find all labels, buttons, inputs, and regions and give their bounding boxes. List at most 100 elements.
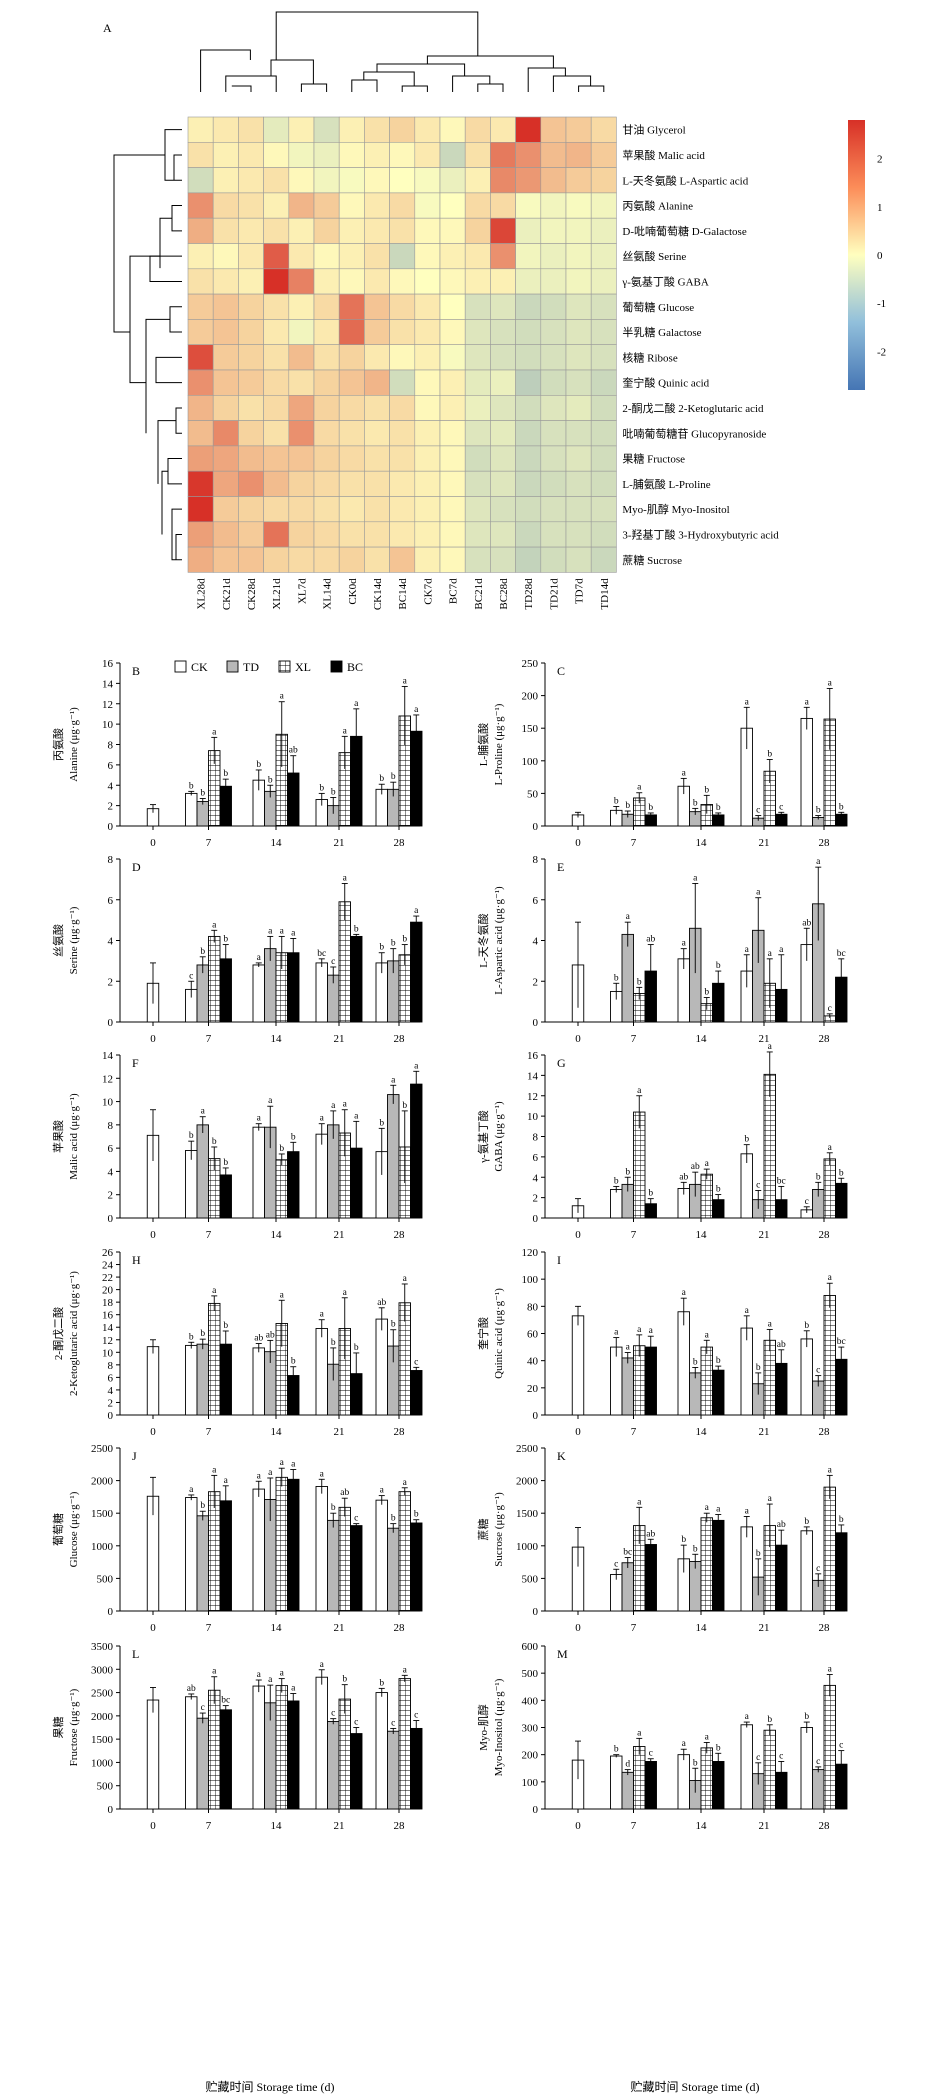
- heatmap-cell: [238, 546, 264, 573]
- bar: [375, 1318, 388, 1416]
- x-tick-label: 14: [696, 1820, 708, 1832]
- heatmap-cell: [288, 217, 315, 244]
- heatmap-cell: [464, 369, 491, 396]
- column-dendrogram-branch: [376, 63, 466, 76]
- column-dendrogram-branch: [200, 49, 251, 92]
- bar: [740, 1327, 753, 1416]
- significance-letter: bc: [317, 949, 326, 959]
- significance-letter: a: [705, 1159, 710, 1169]
- heatmap-cell: [263, 192, 290, 219]
- x-tick-label: 21: [334, 1622, 345, 1634]
- heatmap-row-label: Myo-肌醇 Myo-Inositol: [622, 502, 729, 516]
- y-tick-label: 6: [533, 1152, 539, 1164]
- heatmap-cell: [464, 445, 491, 472]
- column-dendrogram-branch: [452, 75, 491, 92]
- heatmap-row-label: γ-氨基丁酸 GABA: [621, 274, 708, 288]
- heatmap-cell: [338, 546, 365, 573]
- significance-letter: a: [343, 873, 348, 883]
- heatmap-cell: [212, 420, 239, 447]
- bar: [275, 1476, 288, 1612]
- heatmap-cell: [389, 496, 416, 523]
- heatmap-cell: [439, 167, 466, 194]
- heatmap-cell: [439, 470, 466, 497]
- significance-letter: a: [768, 949, 773, 959]
- heatmap-cell: [212, 167, 239, 194]
- heatmap-cell: [590, 445, 617, 472]
- heatmap-cell: [515, 394, 542, 421]
- x-tick-label: 7: [206, 837, 212, 849]
- heatmap-cell: [338, 344, 365, 371]
- heatmap-cell: [540, 243, 567, 270]
- heatmap-row-label: L-天冬氨酸 L-Aspartic acid: [622, 173, 748, 187]
- heatmap-cell: [565, 192, 592, 219]
- y-axis-label-en: Alanine (μg·g⁻¹): [68, 707, 80, 782]
- bar: [644, 1544, 657, 1612]
- heatmap-cell: [263, 319, 290, 345]
- heatmap-cell: [288, 546, 315, 573]
- significance-letter: a: [682, 768, 687, 778]
- bar: [835, 1532, 848, 1612]
- heatmap-row-label: 苹果酸 Malic acid: [622, 148, 705, 162]
- heatmap-cell: [515, 217, 542, 244]
- significance-letter: c: [779, 1751, 783, 1761]
- significance-letter: b: [379, 943, 384, 953]
- legend-swatch: [226, 660, 239, 673]
- heatmap-cell: [338, 521, 365, 548]
- column-dendrogram-branch: [363, 71, 415, 86]
- significance-letter: a: [343, 1100, 348, 1110]
- significance-letter: c: [805, 1197, 809, 1207]
- y-tick-label: 14: [102, 1050, 114, 1062]
- heatmap-cell: [565, 496, 592, 523]
- colorbar-tick-label: -2: [877, 346, 886, 358]
- heatmap-cell: [490, 167, 516, 194]
- significance-letter: ab: [691, 1162, 700, 1172]
- significance-letter: a: [212, 1667, 217, 1677]
- significance-letter: a: [705, 1503, 710, 1513]
- y-tick-label: 600: [522, 1641, 539, 1653]
- heatmap-cell: [288, 369, 315, 396]
- colorbar: [848, 120, 865, 390]
- heatmap-cell: [364, 420, 390, 447]
- y-tick-label: 150: [522, 723, 539, 735]
- x-tick-label: 21: [759, 1426, 770, 1438]
- heatmap-cell: [187, 496, 214, 523]
- heatmap-cell: [263, 268, 290, 295]
- bar: [387, 1527, 400, 1612]
- heatmap-cell: [338, 369, 365, 396]
- heatmap-cell: [212, 496, 239, 523]
- heatmap-row-label: 果糖 Fructose: [622, 452, 685, 466]
- bar: [315, 1486, 328, 1612]
- legend-swatch: [174, 660, 187, 673]
- bar: [800, 717, 813, 827]
- heatmap-cell: [414, 445, 441, 472]
- significance-letter: bc: [623, 1548, 632, 1558]
- x-tick-label: 0: [575, 1820, 581, 1832]
- y-tick-label: 6: [108, 895, 114, 907]
- heatmap-col-label: TD14d: [599, 578, 611, 610]
- bar: [338, 1506, 351, 1612]
- heatmap-cell: [212, 546, 239, 573]
- y-tick-label: 6: [108, 1372, 114, 1384]
- significance-letter: a: [291, 1460, 296, 1470]
- heatmap-cell: [212, 394, 239, 421]
- heatmap-cell: [338, 142, 365, 168]
- row-dendrogram-branch: [157, 420, 176, 484]
- heatmap-cell: [540, 268, 567, 295]
- heatmap-cell: [238, 470, 264, 497]
- y-tick-label: 400: [522, 1695, 539, 1707]
- y-tick-label: 0: [108, 1804, 114, 1816]
- heatmap-cell: [338, 268, 365, 295]
- y-tick-label: 100: [522, 756, 539, 768]
- heatmap-cell: [238, 394, 264, 421]
- y-axis-label-cn: 丝氨酸: [51, 924, 65, 957]
- heatmap-cell: [187, 167, 214, 194]
- y-axis-label-en: Malic acid (μg·g⁻¹): [68, 1093, 80, 1180]
- significance-letter: a: [414, 705, 419, 715]
- y-tick-label: 0: [108, 1017, 114, 1029]
- heatmap-cell: [565, 243, 592, 270]
- y-tick-label: 4: [108, 936, 114, 948]
- heatmap-cell: [515, 192, 542, 219]
- bar: [327, 1519, 340, 1612]
- heatmap-cell: [464, 116, 491, 143]
- legend-label: CK: [191, 660, 208, 674]
